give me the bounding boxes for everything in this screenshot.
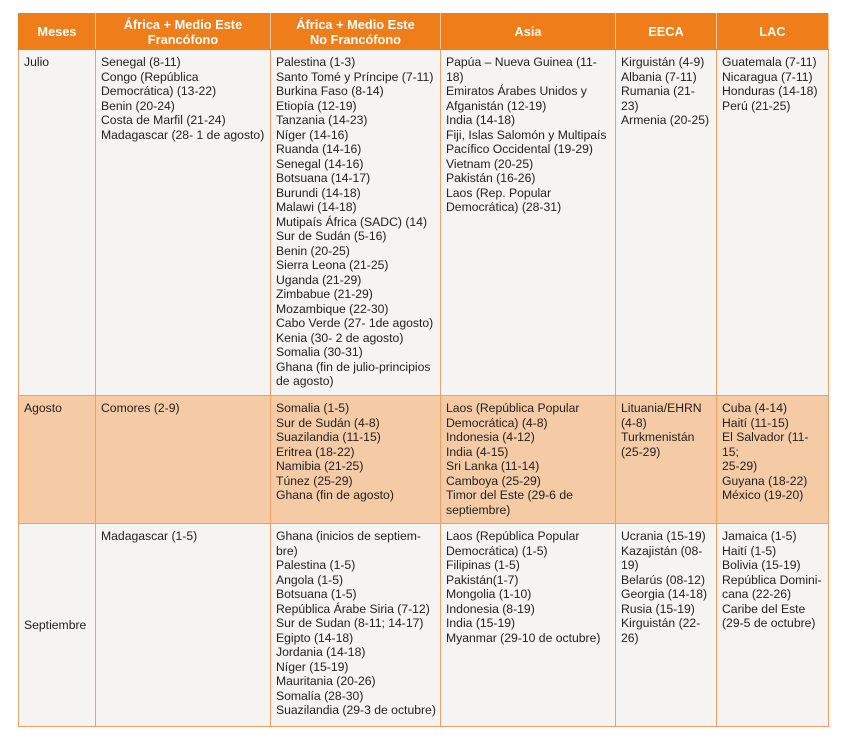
header-lac: LAC: [716, 13, 829, 50]
schedule-table: Meses África + Medio Este Francófono Áfr…: [18, 13, 829, 727]
cell-asia: Papúa – Nueva Guinea (11-18) Emiratos Ár…: [440, 49, 616, 396]
month-cell: Julio: [18, 49, 96, 396]
cell-africa-francophone: Comores (2-9): [95, 395, 271, 524]
cell-asia: Laos (República Popular Democrática) (4-…: [440, 395, 616, 524]
cell-africa-non-francophone: Ghana (inicios de septiem- bre) Palestin…: [270, 523, 441, 727]
cell-africa-non-francophone: Somalia (1-5) Sur de Sudán (4-8) Suazila…: [270, 395, 441, 524]
table-row: Septiembre Madagascar (1-5) Ghana (inici…: [18, 523, 829, 727]
cell-lac: Guatemala (7-11) Nicaragua (7-11) Hondur…: [716, 49, 829, 396]
cell-eeca: Ucrania (15-19) Kazajistán (08- 19) Bela…: [615, 523, 717, 727]
header-asia: Asia: [440, 13, 616, 50]
header-eeca: EECA: [615, 13, 717, 50]
header-africa-francophone: África + Medio Este Francófono: [95, 13, 271, 50]
cell-eeca: Kirguistán (4-9) Albania (7-11) Rumania …: [615, 49, 717, 396]
cell-lac: Jamaica (1-5) Haití (1-5) Bolivia (15-19…: [716, 523, 829, 727]
cell-africa-non-francophone: Palestina (1-3) Santo Tomé y Príncipe (7…: [270, 49, 441, 396]
header-africa-non-francophone: África + Medio Este No Francófono: [270, 13, 441, 50]
month-cell: Agosto: [18, 395, 96, 524]
table-row: Julio Senegal (8-11) Congo (República De…: [18, 49, 829, 396]
cell-asia: Laos (República Popular Democrática) (1-…: [440, 523, 616, 727]
cell-africa-francophone: Madagascar (1-5): [95, 523, 271, 727]
month-cell: Septiembre: [18, 523, 96, 727]
cell-africa-francophone: Senegal (8-11) Congo (República Democrát…: [95, 49, 271, 396]
cell-lac: Cuba (4-14) Haití (11-15) El Salvador (1…: [716, 395, 829, 524]
header-months: Meses: [18, 13, 96, 50]
header-row: Meses África + Medio Este Francófono Áfr…: [18, 13, 829, 50]
table-row: Agosto Comores (2-9) Somalia (1-5) Sur d…: [18, 395, 829, 524]
cell-eeca: Lituania/EHRN (4-8) Turkmenistán (25-29): [615, 395, 717, 524]
